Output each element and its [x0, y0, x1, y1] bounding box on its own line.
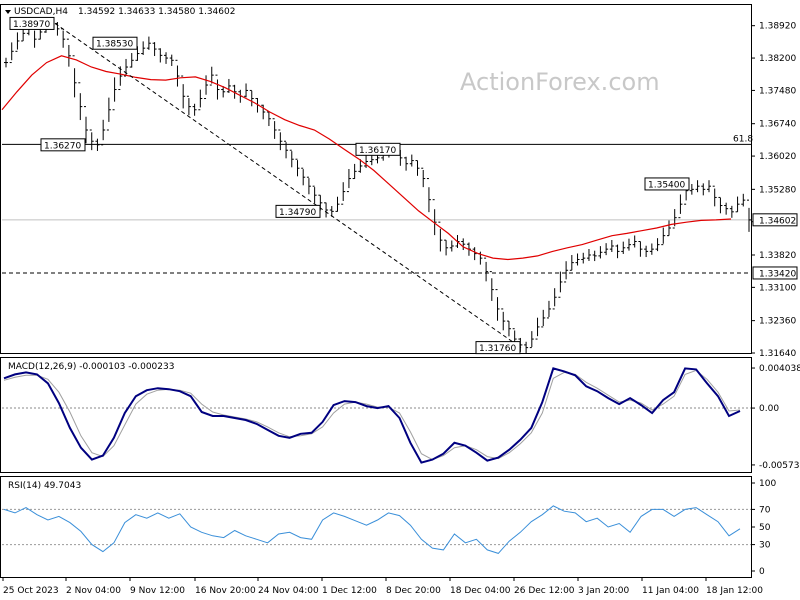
price-y-tick-label: 1.32360: [759, 317, 796, 327]
x-tick-label: 18 Dec 04:00: [450, 586, 511, 596]
current-price-tag: 1.34602: [759, 216, 796, 226]
fib-label: 61.8: [733, 134, 753, 144]
x-tick-label: 3 Jan 20:00: [578, 586, 630, 596]
price-y-tick-label: 1.36740: [759, 120, 796, 130]
symbol-label: USDCAD,H4: [14, 7, 68, 17]
x-tick-label: 11 Jan 04:00: [642, 586, 699, 596]
x-tick-label: 16 Nov 20:00: [195, 586, 256, 596]
price-label-box: [355, 142, 401, 156]
price-label: 1.38970: [13, 20, 50, 30]
price-y-tick-label: 1.33820: [759, 251, 796, 261]
price-label: 1.38530: [96, 40, 133, 50]
support-price-tag: 1.33420: [759, 269, 796, 279]
rsi-y-tick-label: 70: [759, 505, 771, 515]
macd-signal-line: [3, 369, 741, 461]
price-y-tick-label: 1.31640: [759, 349, 796, 359]
x-tick-label: 24 Nov 04:00: [258, 586, 319, 596]
price-label-box: [40, 138, 86, 152]
price-label-box: [275, 204, 321, 218]
price-layer: 1.38970 1.38530 1.36270 1.36170 1.34790 1.354…: [1, 16, 753, 355]
rsi-layer: [2, 505, 751, 554]
rsi-title: RSI(14) 49.7043: [8, 481, 81, 491]
ohlc-values: 1.34592 1.34633 1.34580 1.34602: [78, 7, 235, 17]
rsi-y-tick-label: 30: [759, 541, 771, 551]
axis-layer: 1.38920 1.38200 1.37480 1.36740 1.36020 1.352…: [2, 22, 800, 596]
x-tick-label: 26 Dec 12:00: [514, 586, 575, 596]
macd-title: MACD(12,26,9) -0.000103 -0.000233: [8, 362, 174, 372]
price-y-tick-label: 1.38920: [759, 22, 796, 32]
price-label: 1.36270: [44, 141, 81, 151]
moving-average-line: [1, 55, 732, 261]
dropdown-arrow-icon[interactable]: [5, 10, 11, 14]
x-tick-label: 25 Oct 2023: [3, 586, 59, 596]
price-y-tick-label: 1.37480: [759, 86, 796, 96]
x-tick-label: 1 Dec 12:00: [322, 586, 377, 596]
price-y-tick-label: 1.33100: [759, 283, 796, 293]
price-label: 1.34790: [279, 208, 316, 218]
current-price-tag-box: [752, 213, 798, 227]
price-label-box: [9, 16, 55, 30]
rsi-line: [3, 505, 741, 554]
price-y-tick-label: 1.38200: [759, 54, 796, 64]
price-y-tick-label: 1.36020: [759, 152, 796, 162]
price-label-box: [475, 341, 521, 355]
macd-y-tick-label: 0.004038: [759, 364, 800, 374]
macd-y-tick-label: 0.00: [759, 404, 779, 414]
price-label: 1.36170: [359, 146, 396, 156]
x-tick-label: 18 Jan 12:00: [706, 586, 763, 596]
price-label: 1.31760: [479, 344, 516, 354]
rsi-y-tick-label: 50: [759, 523, 771, 533]
macd-line: [3, 367, 741, 464]
rsi-y-tick-label: 100: [759, 479, 776, 489]
trend-line: [54, 23, 522, 349]
price-panel-frame: [0, 4, 752, 354]
macd-panel-frame: [0, 357, 752, 473]
price-label-box: [644, 177, 690, 191]
x-tick-label: 2 Nov 04:00: [66, 586, 121, 596]
price-label-box: [92, 36, 138, 50]
price-y-tick-label: 1.35280: [759, 185, 796, 195]
price-label: 1.35400: [648, 180, 685, 190]
rsi-y-tick-label: 0: [759, 567, 765, 577]
macd-y-tick-label: -0.005737: [759, 461, 800, 471]
x-tick-label: 9 Nov 12:00: [130, 586, 185, 596]
macd-layer: [2, 367, 751, 464]
x-tick-label: 8 Dec 20:00: [386, 586, 441, 596]
watermark: ActionForex.com: [460, 68, 660, 96]
support-price-tag-box: [752, 266, 798, 280]
